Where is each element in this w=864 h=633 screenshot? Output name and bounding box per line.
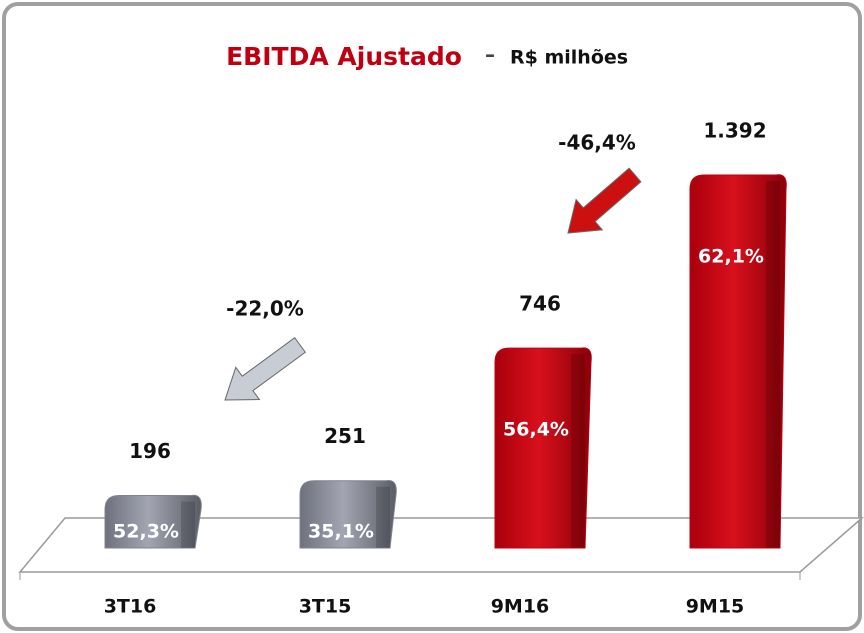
value-label: 746	[519, 292, 561, 316]
arrow	[567, 167, 642, 234]
chart-title: EBITDA Ajustado	[226, 42, 462, 71]
x-tick-label: 9M16	[491, 596, 550, 618]
bar	[299, 480, 397, 549]
bar	[494, 347, 592, 549]
margin-label: 62,1%	[698, 246, 764, 268]
margin-label: 52,3%	[113, 521, 179, 543]
x-tick-label: 9M15	[686, 596, 745, 618]
value-label: 251	[324, 424, 366, 448]
arrow	[224, 337, 307, 401]
bar-side	[181, 501, 195, 548]
bar-side	[376, 486, 390, 548]
value-label: 1.392	[703, 119, 766, 143]
value-label: 196	[129, 439, 171, 463]
bar-side	[571, 354, 585, 548]
chart-subtitle: R$ milhões	[510, 47, 628, 69]
bar	[689, 174, 787, 549]
title-separator: –	[485, 43, 495, 67]
x-tick-label: 3T15	[299, 596, 352, 618]
bar-side	[766, 181, 780, 548]
x-tick-label: 3T16	[104, 596, 157, 618]
margin-label: 35,1%	[308, 521, 374, 543]
annotation: -22,0%	[226, 297, 304, 321]
annotation: -46,4%	[558, 131, 636, 155]
bar	[104, 494, 202, 549]
margin-label: 56,4%	[503, 419, 569, 441]
floor	[18, 517, 864, 573]
